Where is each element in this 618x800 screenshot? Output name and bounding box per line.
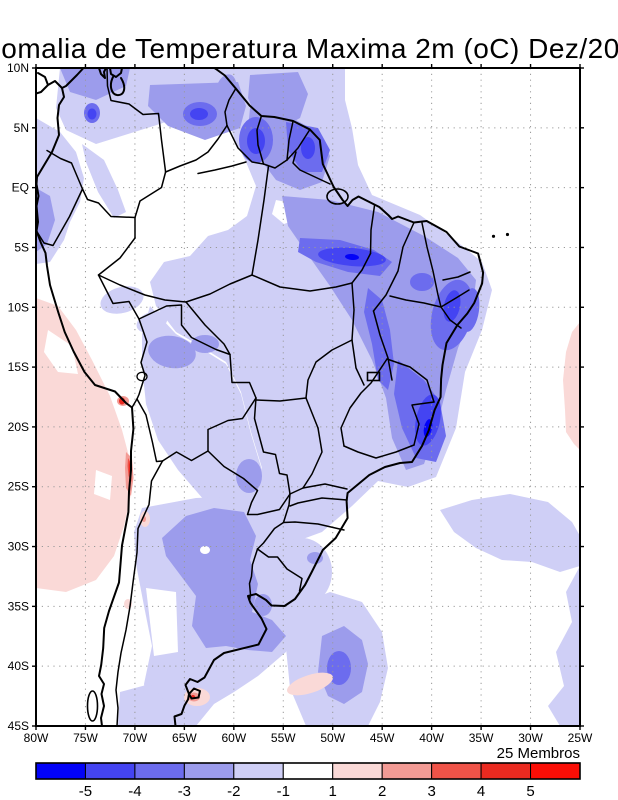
- coastline-atlantic: [173, 68, 485, 726]
- colorbar-segment: [282, 762, 334, 780]
- lon-tick-label: 60W: [221, 731, 246, 745]
- lon-tick-label: 40W: [419, 731, 444, 745]
- coastline-panama: [36, 72, 63, 95]
- country-borders: [36, 68, 311, 726]
- colorbar-segment: [84, 762, 136, 780]
- colorbar-tick-label: -4: [128, 783, 141, 800]
- colorbar-segment: [381, 762, 433, 780]
- coastline-pacific: [36, 68, 135, 726]
- coastline-maracaibo: [98, 68, 126, 97]
- lon-tick-label: 75W: [73, 731, 98, 745]
- noronha-dot: [505, 232, 510, 237]
- colorbar-segment: [233, 762, 284, 780]
- colorbar-tick-label: -5: [79, 783, 92, 800]
- lat-tick-label: 40S: [8, 659, 29, 673]
- lake-titicaca: [136, 371, 148, 382]
- colorbar-tick-label: 1: [329, 783, 337, 800]
- lat-tick-label: 45S: [8, 719, 29, 733]
- lon-tick-label: 80W: [24, 731, 49, 745]
- lat-tick-label: 25S: [8, 480, 29, 494]
- lat-tick-label: 10N: [7, 61, 29, 75]
- ensemble-members-label: 25 Membros: [497, 745, 580, 762]
- map-frame: [35, 67, 581, 727]
- colorbar-tick-label: -1: [277, 783, 290, 800]
- lon-tick-label: 55W: [271, 731, 296, 745]
- colorbar-tick-label: 5: [526, 783, 534, 800]
- colorbar: [35, 762, 581, 780]
- colorbar-tick-label: 2: [378, 783, 386, 800]
- lon-tick-label: 65W: [172, 731, 197, 745]
- lon-tick-label: 35W: [469, 731, 494, 745]
- colorbar-labels: -5 -4 -3 -2 -1 1 2 3 4 5: [79, 783, 535, 800]
- lon-tick-label: 30W: [518, 731, 543, 745]
- colorbar-segment: [332, 762, 383, 780]
- lat-tick-label: 10S: [8, 300, 29, 314]
- lat-tick-label: EQ: [12, 181, 29, 195]
- atoll-dot: [491, 234, 496, 238]
- lat-tick-label: 35S: [8, 599, 29, 613]
- lat-tick-label: 5S: [14, 240, 29, 254]
- lon-tick-label: 70W: [123, 731, 148, 745]
- longitude-labels: 80W 75W 70W 65W 60W 55W 50W 45W 40W 35W 30W 25W: [24, 731, 593, 745]
- marajo-island: [326, 188, 349, 205]
- colorbar-outline: [35, 762, 581, 780]
- graticule: [36, 68, 580, 726]
- colorbar-tick-label: 3: [427, 783, 435, 800]
- anomaly-shading: [36, 68, 580, 726]
- state-borders: [97, 151, 471, 531]
- colorbar-segment: [431, 762, 482, 780]
- lon-tick-label: 25W: [568, 731, 593, 745]
- colorbar-tick-label: -2: [227, 783, 240, 800]
- colorbar-segment: [35, 762, 86, 780]
- geography: [36, 68, 510, 726]
- chiloe-island: [86, 690, 99, 722]
- colorbar-tick-label: -3: [178, 783, 191, 800]
- lat-tick-label: 30S: [8, 540, 29, 554]
- lat-tick-label: 5N: [14, 121, 29, 135]
- colorbar-segment: [134, 762, 185, 780]
- lon-tick-label: 45W: [370, 731, 395, 745]
- latitude-labels: 10N 5N EQ 5S 10S 15S 20S 25S 30S 35S 40S 45S: [7, 61, 29, 733]
- colorbar-segment: [480, 762, 532, 780]
- lat-tick-label: 15S: [8, 360, 29, 374]
- lat-tick-label: 20S: [8, 420, 29, 434]
- lon-tick-label: 50W: [320, 731, 345, 745]
- colorbar-segment: [530, 762, 581, 780]
- map-title: Anomalia de Temperatura Maxima 2m (oC) D…: [0, 33, 618, 64]
- colorbar-segment: [183, 762, 235, 780]
- colorbar-tick-label: 4: [477, 783, 485, 800]
